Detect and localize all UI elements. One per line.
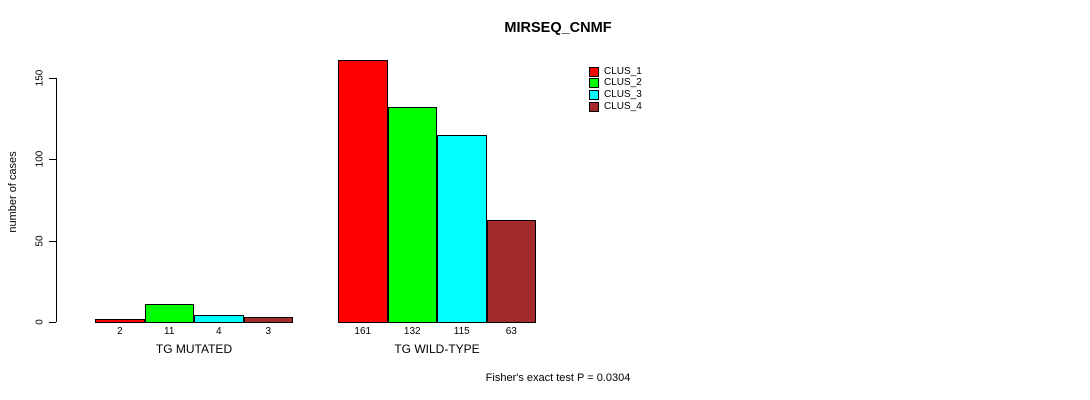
legend-item-clus-3: CLUS_3 [589, 89, 642, 100]
legend-swatch-clus-2 [589, 78, 599, 89]
bar-value-label: 132 [403, 326, 421, 337]
annotation-text: Fisher's exact test P = 0.0304 [485, 372, 631, 384]
bar-value-label: 4 [215, 326, 222, 337]
y-axis-tick [49, 159, 56, 161]
legend-label: CLUS_2 [604, 77, 642, 89]
y-axis-title: number of cases [7, 151, 19, 233]
legend-item-clus-2: CLUS_2 [589, 78, 642, 89]
x-axis-group-label-tg-wild-type: TG WILD-TYPE [394, 342, 480, 356]
y-axis-tick-label: 150 [34, 69, 46, 87]
y-axis-line [56, 78, 57, 322]
legend-label: CLUS_4 [604, 100, 642, 112]
y-axis-tick-label: 0 [34, 319, 46, 325]
y-axis-tick-label: 50 [34, 235, 46, 247]
bar-value-label: 2 [116, 326, 123, 337]
y-axis-tick [49, 240, 56, 242]
bar-clus-2-tg-mutated [144, 304, 194, 323]
bar-clus-4-tg-wild-type [486, 220, 536, 323]
legend-item-clus-1: CLUS_1 [589, 66, 642, 77]
bar-clus-3-tg-mutated [194, 315, 244, 323]
bar-value-label: 11 [164, 326, 175, 337]
legend-swatch-clus-3 [589, 89, 599, 100]
bar-value-label: 115 [453, 326, 470, 337]
y-axis-tick-label: 100 [34, 150, 46, 168]
y-axis-tick [49, 322, 56, 323]
bar-clus-3-tg-wild-type [437, 135, 487, 323]
legend-label: CLUS_3 [604, 88, 642, 100]
bar-value-label: 63 [505, 326, 517, 337]
bar-clus-1-tg-mutated [95, 319, 145, 323]
y-axis-tick [49, 78, 56, 79]
legend-swatch-clus-4 [589, 101, 599, 112]
bar-value-label: 161 [354, 326, 372, 337]
bar-clus-1-tg-wild-type [338, 60, 388, 323]
bar-clus-4-tg-mutated [243, 317, 293, 323]
legend-item-clus-4: CLUS_4 [589, 101, 642, 112]
bar-value-label: 3 [265, 326, 272, 337]
bar-clus-2-tg-wild-type [387, 107, 437, 323]
x-axis-group-label-tg-mutated: TG MUTATED [155, 342, 233, 356]
legend-label: CLUS_1 [604, 65, 642, 77]
chart-title: MIRSEQ_CNMF [504, 20, 612, 36]
legend-swatch-clus-1 [589, 66, 599, 77]
